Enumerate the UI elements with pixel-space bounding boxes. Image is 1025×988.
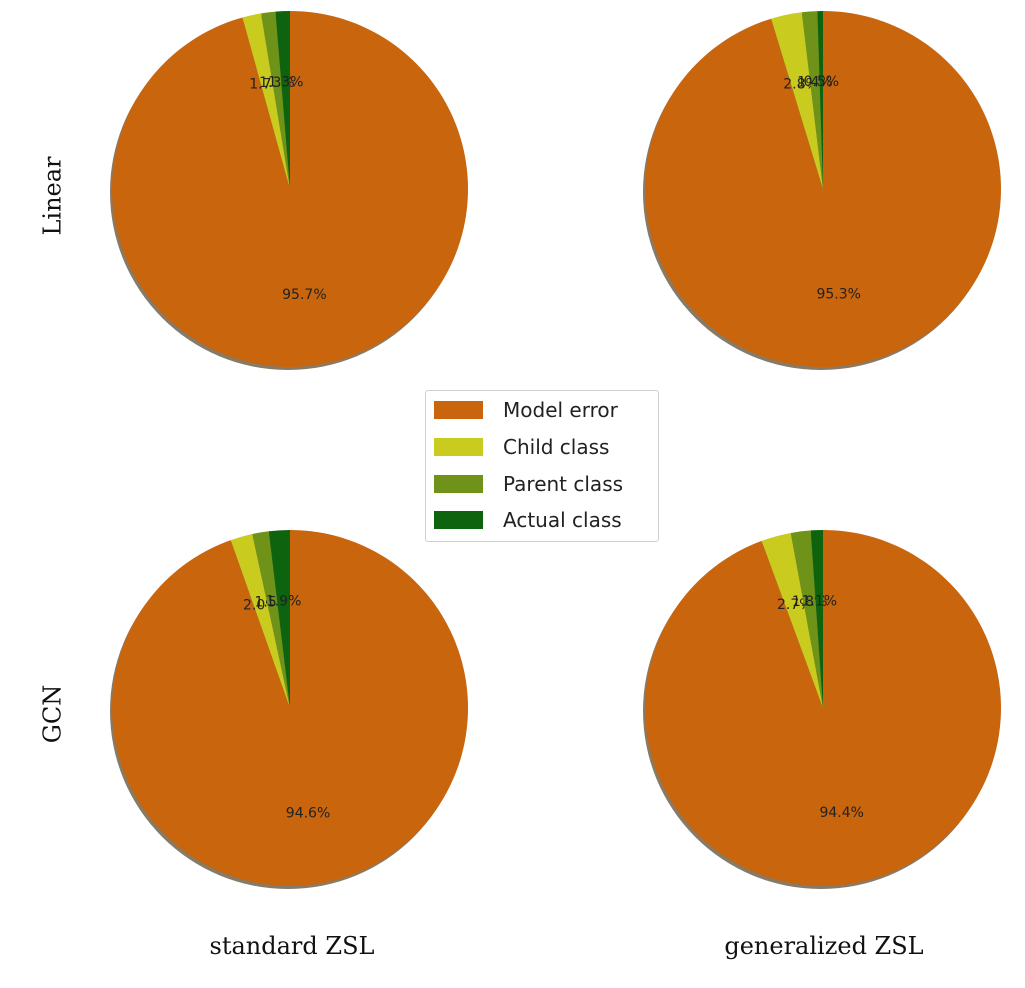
legend-entry-actual-class: Actual class (434, 506, 622, 534)
legend-label-parent-class: Parent class (503, 472, 624, 496)
pct-label-actual-class: 1.1% (802, 593, 838, 609)
slice-parent-class (261, 11, 290, 190)
slice-child-class (761, 532, 823, 708)
pct-label-parent-class: 1.4% (797, 75, 833, 91)
legend-entry-model-error: Model error (434, 396, 618, 424)
pct-label-child-class: 2.8% (783, 76, 819, 92)
row-label-gcn: GCN (39, 685, 67, 744)
legend-entry-parent-class: Parent class (434, 470, 623, 498)
legend-swatch-model-error (434, 401, 483, 419)
slice-actual-class (810, 530, 823, 708)
pct-label-actual-class: 1.3% (268, 74, 304, 90)
slice-actual-class (275, 11, 290, 189)
legend-swatch-actual-class (434, 511, 483, 529)
row-label-linear: Linear (39, 156, 67, 236)
pct-label-model-error: 94.4% (819, 805, 863, 821)
slice-actual-class (817, 11, 823, 189)
legend-label-actual-class: Actual class (503, 508, 622, 532)
slice-child-class (230, 534, 290, 708)
pie-linear-standard-zsl: 95.7%1.7%1.3%1.3% (110, 11, 468, 370)
pct-label-model-error: 95.3% (816, 287, 860, 303)
legend-label-child-class: Child class (503, 435, 610, 459)
slice-parent-class (790, 530, 823, 708)
slice-parent-class (252, 531, 290, 708)
slice-model-error (112, 11, 468, 368)
pie-gcn-standard-zsl: 94.6%2.0%1.5%1.9% (110, 530, 469, 889)
pies-layer: 95.7%1.7%1.3%1.3% 95.3% 2.8%1.4%0.5% 94.6%2… (110, 11, 1002, 889)
slice-parent-class (801, 11, 823, 190)
legend: Model error Child class Parent class Act… (425, 390, 659, 542)
pie-gcn-generalized-zsl: 94.4%2.7%1.8%1.1% (643, 530, 1001, 889)
slice-actual-class (268, 530, 290, 708)
slice-model-error (645, 11, 1002, 367)
pct-label-actual-class: 1.9% (266, 593, 302, 609)
slice-model-error (112, 530, 469, 886)
legend-label-model-error: Model error (503, 398, 618, 422)
pie-linear-generalized-zsl: 95.3% 2.8%1.4%0.5% (643, 11, 1002, 370)
pct-label-actual-class: 0.5% (804, 74, 840, 90)
pct-label-model-error: 95.7% (282, 287, 326, 303)
column-label-standard-zsl: standard ZSL (210, 932, 375, 960)
pct-label-model-error: 94.6% (286, 805, 330, 821)
slice-child-class (771, 12, 823, 190)
legend-swatch-parent-class (434, 475, 483, 493)
legend-swatch-child-class (434, 438, 483, 456)
column-label-generalized-zsl: generalized ZSL (724, 932, 923, 960)
slice-child-class (242, 13, 290, 189)
legend-entry-child-class: Child class (434, 433, 609, 461)
